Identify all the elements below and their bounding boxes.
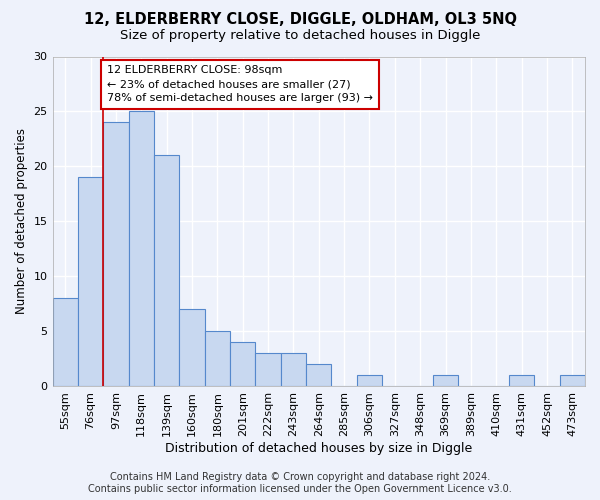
X-axis label: Distribution of detached houses by size in Diggle: Distribution of detached houses by size … [165, 442, 472, 455]
Bar [78, 178, 103, 386]
Bar [357, 376, 382, 386]
Bar [560, 376, 585, 386]
Bar [53, 298, 78, 386]
Text: Size of property relative to detached houses in Diggle: Size of property relative to detached ho… [120, 29, 480, 42]
Bar [103, 122, 128, 386]
Bar [128, 112, 154, 386]
Bar [433, 376, 458, 386]
Bar [256, 354, 281, 386]
Y-axis label: Number of detached properties: Number of detached properties [15, 128, 28, 314]
Text: Contains HM Land Registry data © Crown copyright and database right 2024.
Contai: Contains HM Land Registry data © Crown c… [88, 472, 512, 494]
Text: 12, ELDERBERRY CLOSE, DIGGLE, OLDHAM, OL3 5NQ: 12, ELDERBERRY CLOSE, DIGGLE, OLDHAM, OL… [83, 12, 517, 28]
Bar [281, 354, 306, 386]
Bar [179, 310, 205, 386]
Bar [306, 364, 331, 386]
Bar [509, 376, 534, 386]
Bar [230, 342, 256, 386]
Bar [154, 156, 179, 386]
Bar [205, 332, 230, 386]
Text: 12 ELDERBERRY CLOSE: 98sqm
← 23% of detached houses are smaller (27)
78% of semi: 12 ELDERBERRY CLOSE: 98sqm ← 23% of deta… [107, 66, 373, 104]
